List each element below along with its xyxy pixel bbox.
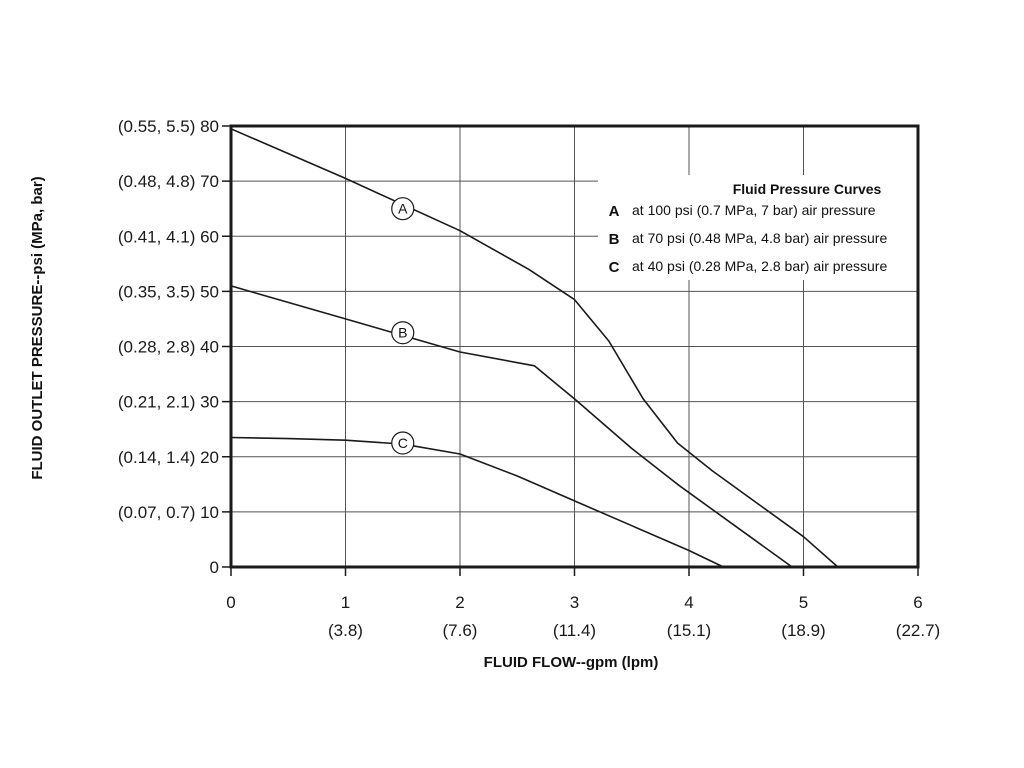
y-tick-label: (0.55, 5.5) 80 — [118, 117, 219, 136]
curve-label-b: B — [398, 325, 407, 341]
y-tick-label: (0.35, 3.5) 50 — [118, 282, 219, 301]
legend-key: C — [609, 259, 620, 276]
legend-entry-text: at 100 psi (0.7 MPa, 7 bar) air pressure — [632, 202, 876, 218]
y-tick-label: (0.48, 4.8) 70 — [118, 172, 219, 191]
x-tick-label: 4 — [684, 593, 693, 612]
legend-title: Fluid Pressure Curves — [733, 181, 882, 197]
y-axis-title: FLUID OUTLET PRESSURE--psi (MPa, bar) — [29, 176, 46, 479]
x-tick-label: 6 — [913, 593, 922, 612]
curve-labels: A B C — [391, 197, 415, 455]
x-tick-label: 0 — [226, 593, 235, 612]
curve-label-circle — [391, 197, 415, 221]
curve-b — [230, 285, 793, 568]
x-tick-label: 5 — [799, 593, 808, 612]
y-tick-label: (0.14, 1.4) 20 — [118, 448, 219, 467]
grid — [231, 126, 918, 567]
y-tick-label: (0.28, 2.8) 40 — [118, 338, 219, 357]
curve-label-c: C — [398, 435, 408, 451]
legend-key: A — [609, 203, 620, 220]
x-tick-sublabel: (22.7) — [896, 621, 940, 640]
y-tick-label: (0.07, 0.7) 10 — [118, 503, 219, 522]
x-tick-label: 2 — [455, 593, 464, 612]
axis-ticks: 0 (0.07, 0.7) 10 (0.14, 1.4) 20 (0.21, 2.1)… — [118, 117, 940, 640]
legend-entry-text: at 70 psi (0.48 MPa, 4.8 bar) air pressu… — [632, 230, 887, 246]
legend-key: B — [609, 231, 620, 248]
curve-label-a: A — [398, 201, 408, 217]
curves — [230, 128, 839, 568]
curve-label-circle — [391, 321, 415, 345]
x-tick-sublabel: (18.9) — [781, 621, 825, 640]
y-tick-label: (0.41, 4.1) 60 — [118, 227, 219, 246]
y-tick-label: (0.21, 2.1) 30 — [118, 393, 219, 412]
y-tick-label: 0 — [210, 558, 219, 577]
legend-background — [598, 175, 946, 280]
curve-label-circle — [391, 431, 415, 455]
curve-a — [230, 128, 839, 568]
legend-entry-text: at 40 psi (0.28 MPa, 2.8 bar) air pressu… — [632, 258, 887, 274]
curve-c — [230, 436, 724, 568]
x-tick-sublabel: (11.4) — [553, 621, 596, 640]
x-tick-sublabel: (3.8) — [328, 621, 363, 640]
x-tick-label: 1 — [341, 593, 350, 612]
x-tick-label: 3 — [570, 593, 579, 612]
x-axis-title: FLUID FLOW--gpm (lpm) — [484, 654, 659, 671]
x-tick-sublabel: (7.6) — [443, 621, 478, 640]
x-tick-sublabel: (15.1) — [667, 621, 711, 640]
